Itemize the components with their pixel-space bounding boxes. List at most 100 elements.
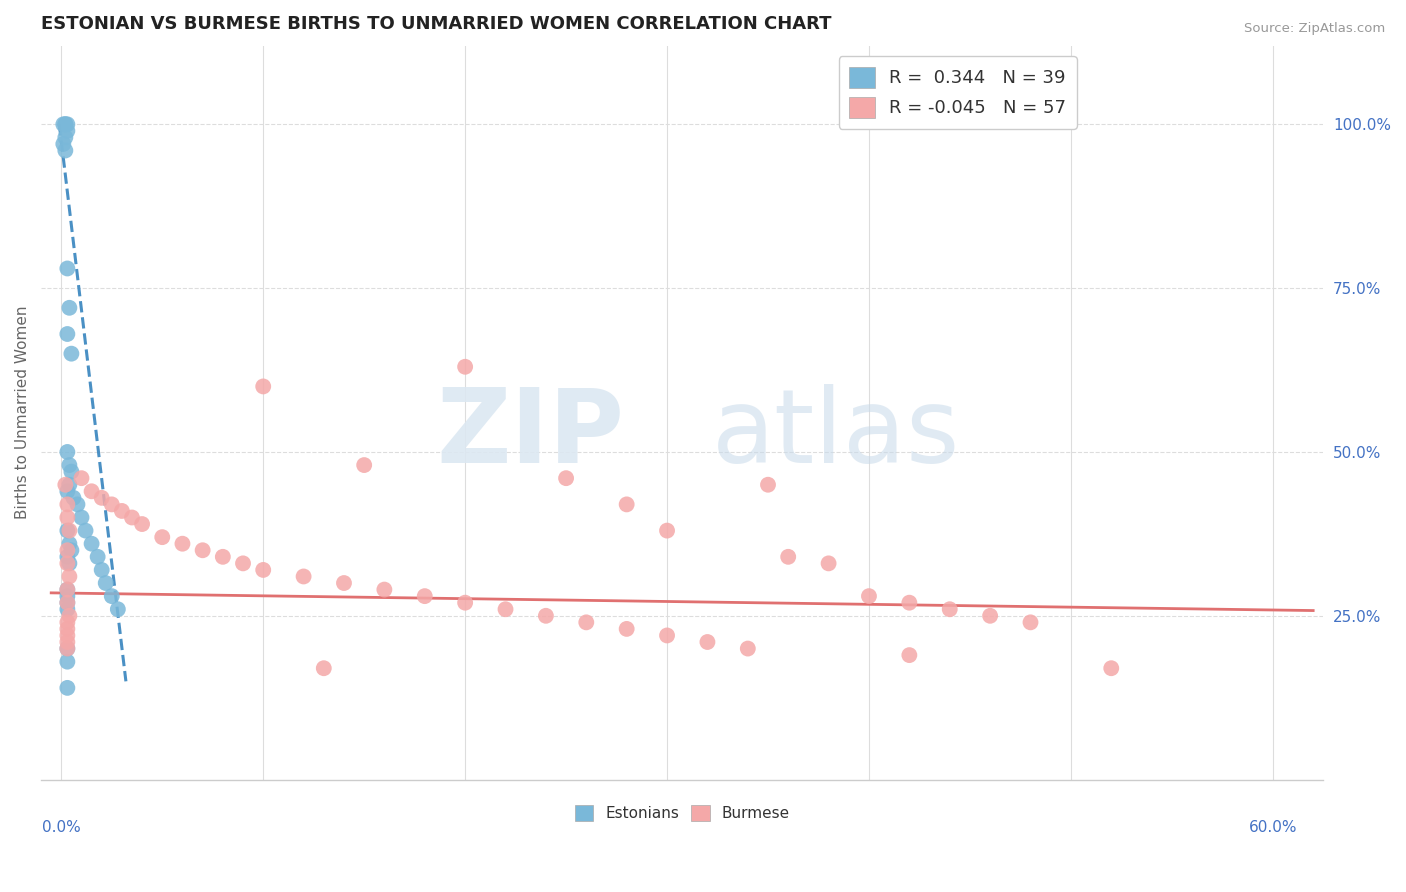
Point — [56, 641, 79, 656]
Text: Source: ZipAtlas.com: Source: ZipAtlas.com — [1244, 22, 1385, 36]
Point — [252, 563, 274, 577]
Point — [121, 510, 143, 524]
Point — [56, 602, 79, 616]
Point — [131, 516, 153, 531]
Text: ZIP: ZIP — [436, 384, 624, 485]
Point — [1099, 661, 1122, 675]
Point — [58, 301, 80, 315]
Point — [52, 136, 75, 151]
Point — [56, 655, 79, 669]
Point — [58, 537, 80, 551]
Point — [56, 622, 79, 636]
Point — [53, 130, 76, 145]
Point — [58, 569, 80, 583]
Point — [60, 346, 83, 360]
Point — [191, 543, 214, 558]
Point — [655, 628, 678, 642]
Point — [616, 497, 638, 511]
Point — [56, 326, 79, 341]
Point — [373, 582, 395, 597]
Text: atlas: atlas — [711, 384, 960, 485]
Point — [86, 549, 108, 564]
Point — [495, 602, 517, 616]
Legend: R =  0.344   N = 39, R = -0.045   N = 57: R = 0.344 N = 39, R = -0.045 N = 57 — [838, 56, 1077, 128]
Point — [858, 589, 880, 603]
Point — [56, 549, 79, 564]
Point — [56, 543, 79, 558]
Point — [58, 458, 80, 472]
Point — [756, 477, 779, 491]
Point — [58, 477, 80, 491]
Point — [56, 484, 79, 499]
Point — [56, 117, 79, 131]
Point — [66, 497, 89, 511]
Point — [56, 596, 79, 610]
Text: 60.0%: 60.0% — [1249, 820, 1298, 835]
Point — [817, 557, 839, 571]
Point — [454, 596, 477, 610]
Point — [53, 117, 76, 131]
Point — [90, 491, 112, 505]
Point — [60, 543, 83, 558]
Point — [413, 589, 436, 603]
Point — [56, 261, 79, 276]
Point — [150, 530, 173, 544]
Point — [75, 524, 97, 538]
Point — [62, 491, 84, 505]
Text: ESTONIAN VS BURMESE BIRTHS TO UNMARRIED WOMEN CORRELATION CHART: ESTONIAN VS BURMESE BIRTHS TO UNMARRIED … — [41, 15, 831, 33]
Point — [56, 510, 79, 524]
Point — [938, 602, 960, 616]
Point — [1019, 615, 1042, 630]
Point — [696, 635, 718, 649]
Point — [107, 602, 129, 616]
Point — [101, 497, 124, 511]
Point — [58, 608, 80, 623]
Point — [53, 117, 76, 131]
Text: 0.0%: 0.0% — [42, 820, 80, 835]
Point — [898, 596, 921, 610]
Point — [211, 549, 233, 564]
Point — [56, 596, 79, 610]
Point — [94, 576, 117, 591]
Point — [56, 124, 79, 138]
Point — [172, 537, 194, 551]
Point — [333, 576, 356, 591]
Point — [252, 379, 274, 393]
Point — [56, 445, 79, 459]
Point — [111, 504, 134, 518]
Point — [232, 557, 254, 571]
Y-axis label: Births to Unmarried Women: Births to Unmarried Women — [15, 306, 30, 519]
Point — [80, 537, 103, 551]
Point — [56, 589, 79, 603]
Point — [80, 484, 103, 499]
Point — [56, 681, 79, 695]
Point — [58, 524, 80, 538]
Point — [616, 622, 638, 636]
Point — [575, 615, 598, 630]
Point — [454, 359, 477, 374]
Point — [58, 557, 80, 571]
Point — [56, 582, 79, 597]
Point — [312, 661, 335, 675]
Point — [56, 557, 79, 571]
Point — [56, 524, 79, 538]
Point — [979, 608, 1001, 623]
Point — [56, 497, 79, 511]
Point — [56, 641, 79, 656]
Point — [555, 471, 578, 485]
Point — [90, 563, 112, 577]
Point — [60, 465, 83, 479]
Point — [56, 582, 79, 597]
Point — [353, 458, 375, 472]
Point — [737, 641, 759, 656]
Point — [101, 589, 124, 603]
Point — [56, 628, 79, 642]
Point — [52, 117, 75, 131]
Point — [53, 144, 76, 158]
Point — [534, 608, 557, 623]
Point — [898, 648, 921, 662]
Point — [53, 477, 76, 491]
Point — [56, 615, 79, 630]
Point — [56, 635, 79, 649]
Point — [778, 549, 800, 564]
